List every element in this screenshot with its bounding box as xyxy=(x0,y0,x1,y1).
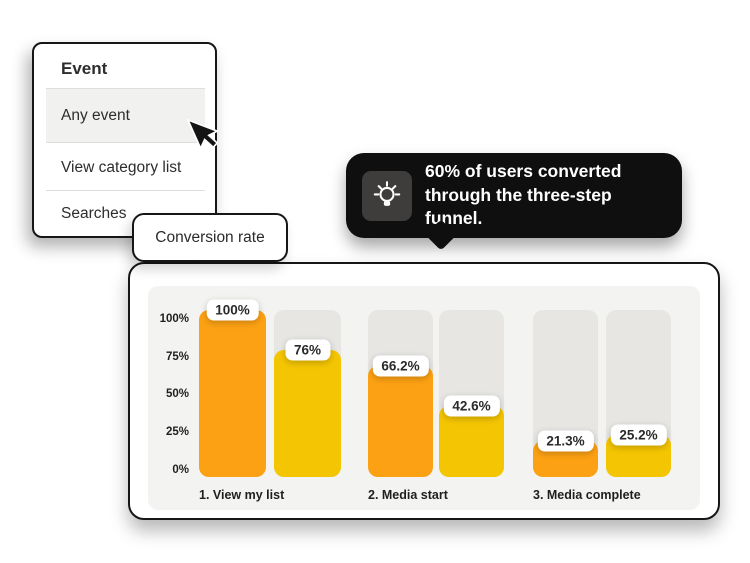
menu-item-any-event[interactable]: Any event xyxy=(46,88,205,143)
bar-column-orange-2: 66.2% xyxy=(368,310,433,477)
tooltip-line-1: 60% of users converted xyxy=(425,161,622,182)
bar-value-label: 66.2% xyxy=(372,355,429,377)
tooltip-line-2: through the three-step funnel. xyxy=(425,184,612,229)
y-axis-tick-label: 50% xyxy=(165,388,189,400)
category-label: 1. View my list xyxy=(199,488,285,502)
menu-item-view-category-list[interactable]: View category list xyxy=(46,147,205,189)
bar-value-label: 76% xyxy=(284,339,331,361)
bar-column-orange-1: 100% xyxy=(199,299,266,477)
bar-column-orange-3: 21.3% xyxy=(533,310,598,477)
category-label: 2. Media start xyxy=(368,488,448,502)
tooltip-text: 60% of users converted through the three… xyxy=(425,160,666,231)
insight-tooltip: 60% of users converted through the three… xyxy=(346,153,682,251)
menu-item-label: Any event xyxy=(61,106,130,124)
category-label: 3. Media complete xyxy=(533,488,641,502)
conversion-rate-chip: Conversion rate xyxy=(132,213,288,262)
conversion-rate-label: Conversion rate xyxy=(155,228,265,246)
yellow-bar xyxy=(439,406,504,477)
bar-value-label: 42.6% xyxy=(443,395,500,417)
menu-item-label: Searches xyxy=(61,205,127,222)
event-dropdown-menu: Event Any event View category list Searc… xyxy=(32,42,217,238)
menu-divider xyxy=(46,190,205,191)
bar-value-label: 100% xyxy=(206,299,259,321)
lightbulb-icon xyxy=(362,170,412,221)
y-axis-tick-label: 0% xyxy=(172,464,189,476)
y-axis-tick-label: 25% xyxy=(165,426,189,438)
bar-column-yellow-3: 25.2% xyxy=(606,310,671,477)
bar-column-yellow-2: 42.6% xyxy=(439,310,504,477)
orange-bar xyxy=(199,310,266,477)
bar-value-label: 21.3% xyxy=(537,430,594,452)
bar-column-yellow-1: 76% xyxy=(274,310,341,477)
orange-bar xyxy=(368,366,433,477)
y-axis-tick-label: 100% xyxy=(159,313,189,325)
bar-value-label: 25.2% xyxy=(610,424,667,446)
menu-item-label: View category list xyxy=(61,159,182,176)
yellow-bar xyxy=(274,350,341,477)
mouse-cursor-icon xyxy=(186,118,220,151)
menu-title: Event xyxy=(61,59,108,78)
menu-item-searches[interactable]: Searches xyxy=(46,192,205,236)
conversion-chart-card: 100% 75% 50% 25% 0% 100% 76% 66.2% 42.6% 21.3% 25.… xyxy=(128,262,720,520)
y-axis-tick-label: 75% xyxy=(165,351,189,363)
